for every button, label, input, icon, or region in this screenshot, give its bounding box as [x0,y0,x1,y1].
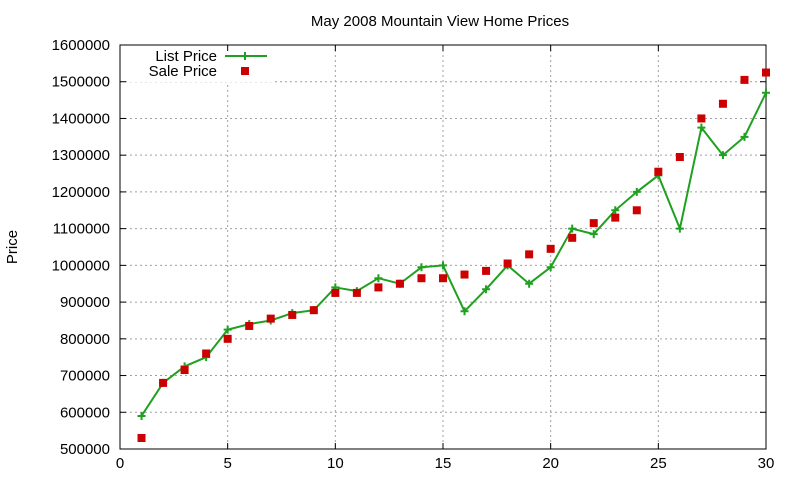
list-price-point [137,411,146,420]
list-price-point [568,224,577,233]
sale-price-point [180,366,189,375]
list-price-point [589,230,598,239]
y-tick-label: 500000 [60,441,110,458]
chart-title: May 2008 Mountain View Home Prices [311,13,569,30]
y-tick-label: 900000 [60,294,110,311]
sale-price-point [439,274,447,283]
sale-price-point [374,283,383,292]
x-tick-label: 0 [116,455,124,472]
sale-price-point [159,378,168,387]
sale-price-point [611,213,620,222]
legend-marker-sale-price [241,67,249,75]
list-price-point [546,263,555,272]
grid [120,45,766,449]
sale-price-point [525,250,534,259]
list-price-point [439,261,447,270]
legend-label-list-price: List Price [155,48,217,65]
y-tick-label: 1300000 [52,147,110,164]
sale-price-point [266,314,275,323]
y-tick-label: 600000 [60,404,110,421]
sale-price-point [331,288,340,297]
list-price-point [611,206,620,215]
sale-price-point [288,310,297,319]
sale-price-point [632,206,641,215]
sale-price-point [395,279,404,288]
sale-price-point [245,321,254,330]
sale-price-point [718,99,727,108]
sale-price-point [223,334,232,343]
legend: List Price Sale Price [149,48,267,80]
y-axis-title: Price [4,230,21,264]
list-price-line [140,92,767,417]
sale-price-point [503,259,512,268]
y-tick-label: 1400000 [52,110,110,127]
y-tick-label: 1600000 [52,37,110,54]
sale-price-point [309,306,318,315]
x-tick-label: 5 [223,455,231,472]
sale-price-point [202,349,211,358]
y-tick-label: 1500000 [52,74,110,91]
x-tick-label: 30 [758,455,775,472]
list-price-point [632,187,641,196]
series-layer [137,68,770,442]
list-price-point [525,279,534,288]
sale-price-point [417,274,426,283]
axis-ticks: 0 5 10 15 20 25 30 500000 600000 700000 800000 9000… [52,37,775,472]
list-price-point [223,325,232,334]
list-price-point [675,224,684,233]
legend-label-sale-price: Sale Price [149,63,217,80]
legend-marker-list-price [241,52,249,60]
x-tick-label: 10 [327,455,344,472]
list-price-point [417,263,426,272]
x-tick-label: 25 [650,455,667,472]
sale-price-point [740,75,749,84]
sale-price-point [589,219,598,228]
list-price-point [482,285,491,294]
list-price-point [460,307,469,316]
y-tick-label: 800000 [60,331,110,348]
list-price-point [740,132,749,141]
sale-price-point [482,266,491,275]
y-tick-label: 1200000 [52,184,110,201]
sale-price-point [352,288,361,297]
sale-price-point [546,244,555,253]
y-tick-label: 700000 [60,368,110,385]
list-price-point [762,88,770,97]
sale-price-point [675,153,684,162]
y-tick-label: 1000000 [52,257,110,274]
series-sale-price [137,68,770,442]
x-tick-label: 15 [435,455,452,472]
sale-price-point [654,167,663,176]
series-list-price [137,88,770,420]
sale-price-point [460,270,469,279]
sale-price-point [137,433,146,442]
list-price-point [697,123,706,132]
x-tick-label: 20 [542,455,559,472]
sale-price-point [762,68,770,77]
list-price-point [374,274,383,283]
list-price-point [718,151,727,160]
y-tick-label: 1100000 [53,221,110,238]
legend-backing [128,46,273,82]
sale-price-point [697,114,706,123]
sale-price-point [568,233,577,242]
